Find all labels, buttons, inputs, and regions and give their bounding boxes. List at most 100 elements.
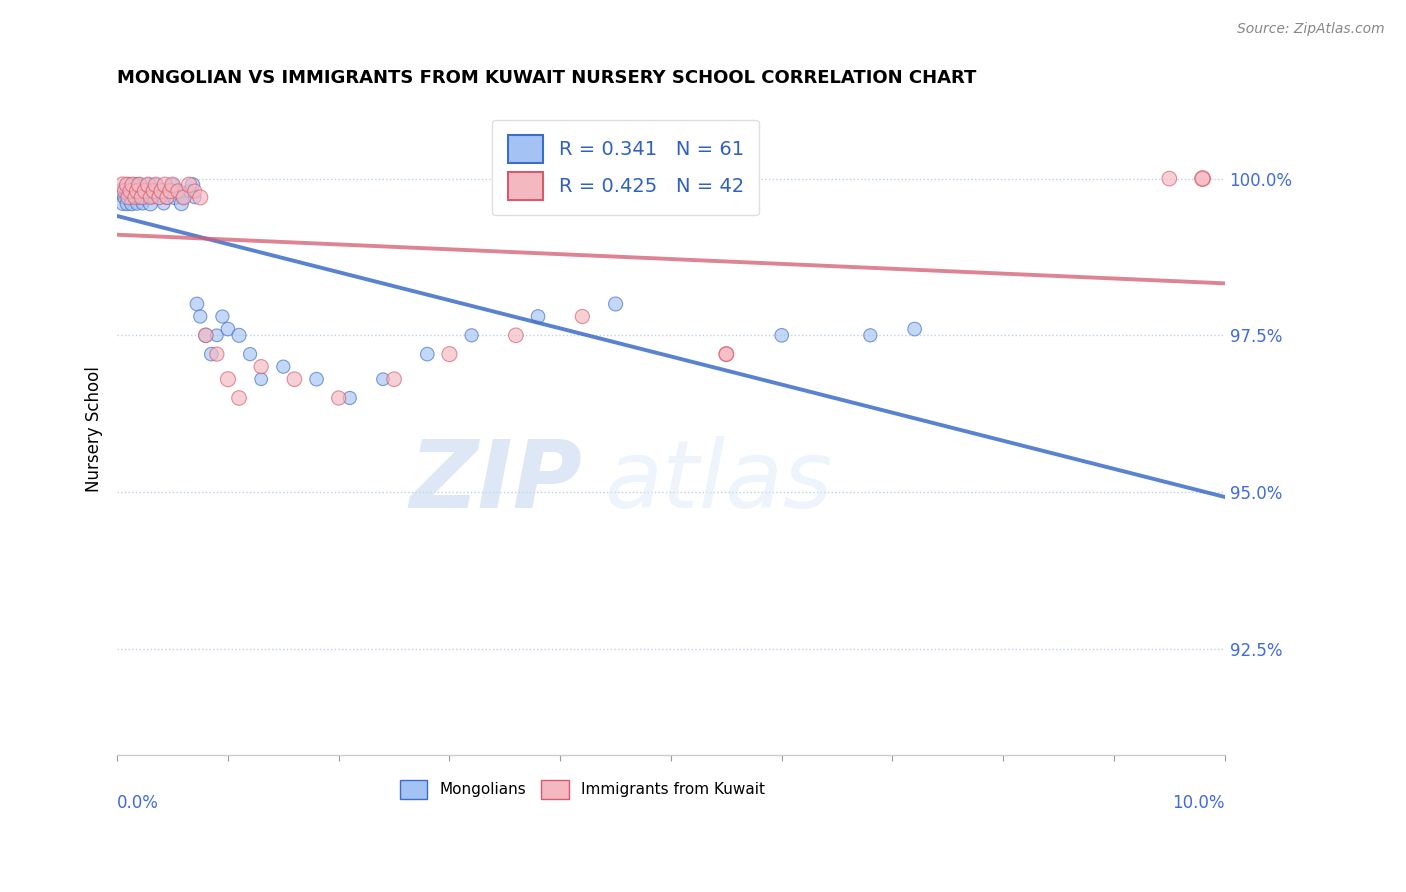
- Y-axis label: Nursery School: Nursery School: [86, 367, 103, 492]
- Point: [121, 196, 143, 211]
- Point: [439, 347, 461, 361]
- Point: [117, 178, 139, 192]
- Point: [1191, 171, 1213, 186]
- Point: [205, 328, 228, 343]
- Point: [128, 178, 150, 192]
- Point: [134, 184, 156, 198]
- Point: [228, 391, 250, 405]
- Point: [145, 178, 167, 192]
- Point: [228, 328, 250, 343]
- Point: [131, 196, 153, 211]
- Point: [127, 184, 149, 198]
- Point: [273, 359, 295, 374]
- Point: [121, 184, 143, 198]
- Point: [115, 178, 138, 192]
- Point: [183, 190, 205, 204]
- Point: [142, 190, 165, 204]
- Point: [250, 359, 273, 374]
- Point: [605, 297, 627, 311]
- Point: [770, 328, 793, 343]
- Point: [121, 178, 143, 192]
- Point: [371, 372, 394, 386]
- Point: [181, 178, 204, 192]
- Point: [250, 372, 273, 386]
- Point: [115, 184, 138, 198]
- Point: [122, 184, 145, 198]
- Text: Source: ZipAtlas.com: Source: ZipAtlas.com: [1237, 22, 1385, 37]
- Point: [120, 190, 142, 204]
- Point: [124, 190, 146, 204]
- Point: [1159, 171, 1181, 186]
- Point: [382, 372, 405, 386]
- Point: [145, 178, 167, 192]
- Point: [136, 184, 159, 198]
- Point: [156, 190, 179, 204]
- Point: [156, 190, 179, 204]
- Point: [217, 372, 239, 386]
- Point: [124, 190, 146, 204]
- Point: [859, 328, 882, 343]
- Point: [128, 178, 150, 192]
- Point: [188, 190, 211, 204]
- Point: [179, 178, 201, 192]
- Point: [153, 178, 176, 192]
- Point: [142, 184, 165, 198]
- Point: [114, 184, 136, 198]
- Legend: Mongolians, Immigrants from Kuwait: Mongolians, Immigrants from Kuwait: [392, 772, 773, 806]
- Point: [283, 372, 305, 386]
- Point: [188, 310, 211, 324]
- Point: [125, 178, 148, 192]
- Point: [136, 178, 159, 192]
- Point: [117, 190, 139, 204]
- Point: [115, 196, 138, 211]
- Point: [217, 322, 239, 336]
- Point: [328, 391, 350, 405]
- Point: [111, 184, 134, 198]
- Point: [120, 184, 142, 198]
- Point: [173, 190, 195, 204]
- Point: [159, 184, 181, 198]
- Point: [136, 178, 159, 192]
- Point: [170, 196, 193, 211]
- Point: [163, 190, 186, 204]
- Point: [186, 297, 208, 311]
- Point: [117, 184, 139, 198]
- Point: [205, 347, 228, 361]
- Point: [305, 372, 328, 386]
- Text: atlas: atlas: [605, 436, 832, 527]
- Point: [127, 184, 149, 198]
- Point: [571, 310, 593, 324]
- Point: [416, 347, 439, 361]
- Point: [139, 184, 162, 198]
- Point: [162, 178, 184, 192]
- Point: [150, 184, 173, 198]
- Point: [167, 184, 190, 198]
- Point: [904, 322, 927, 336]
- Text: 0.0%: 0.0%: [117, 795, 159, 813]
- Point: [460, 328, 482, 343]
- Point: [142, 184, 165, 198]
- Point: [194, 328, 217, 343]
- Point: [114, 190, 136, 204]
- Point: [111, 178, 134, 192]
- Point: [131, 184, 153, 198]
- Point: [148, 190, 170, 204]
- Point: [505, 328, 527, 343]
- Point: [139, 190, 162, 204]
- Point: [200, 347, 222, 361]
- Point: [152, 196, 174, 211]
- Point: [1191, 171, 1213, 186]
- Point: [167, 184, 190, 198]
- Point: [128, 190, 150, 204]
- Point: [239, 347, 262, 361]
- Point: [131, 190, 153, 204]
- Point: [162, 178, 184, 192]
- Point: [183, 184, 205, 198]
- Text: ZIP: ZIP: [409, 435, 582, 527]
- Point: [150, 184, 173, 198]
- Point: [134, 190, 156, 204]
- Point: [716, 347, 738, 361]
- Point: [127, 196, 149, 211]
- Text: MONGOLIAN VS IMMIGRANTS FROM KUWAIT NURSERY SCHOOL CORRELATION CHART: MONGOLIAN VS IMMIGRANTS FROM KUWAIT NURS…: [117, 69, 977, 87]
- Point: [716, 347, 738, 361]
